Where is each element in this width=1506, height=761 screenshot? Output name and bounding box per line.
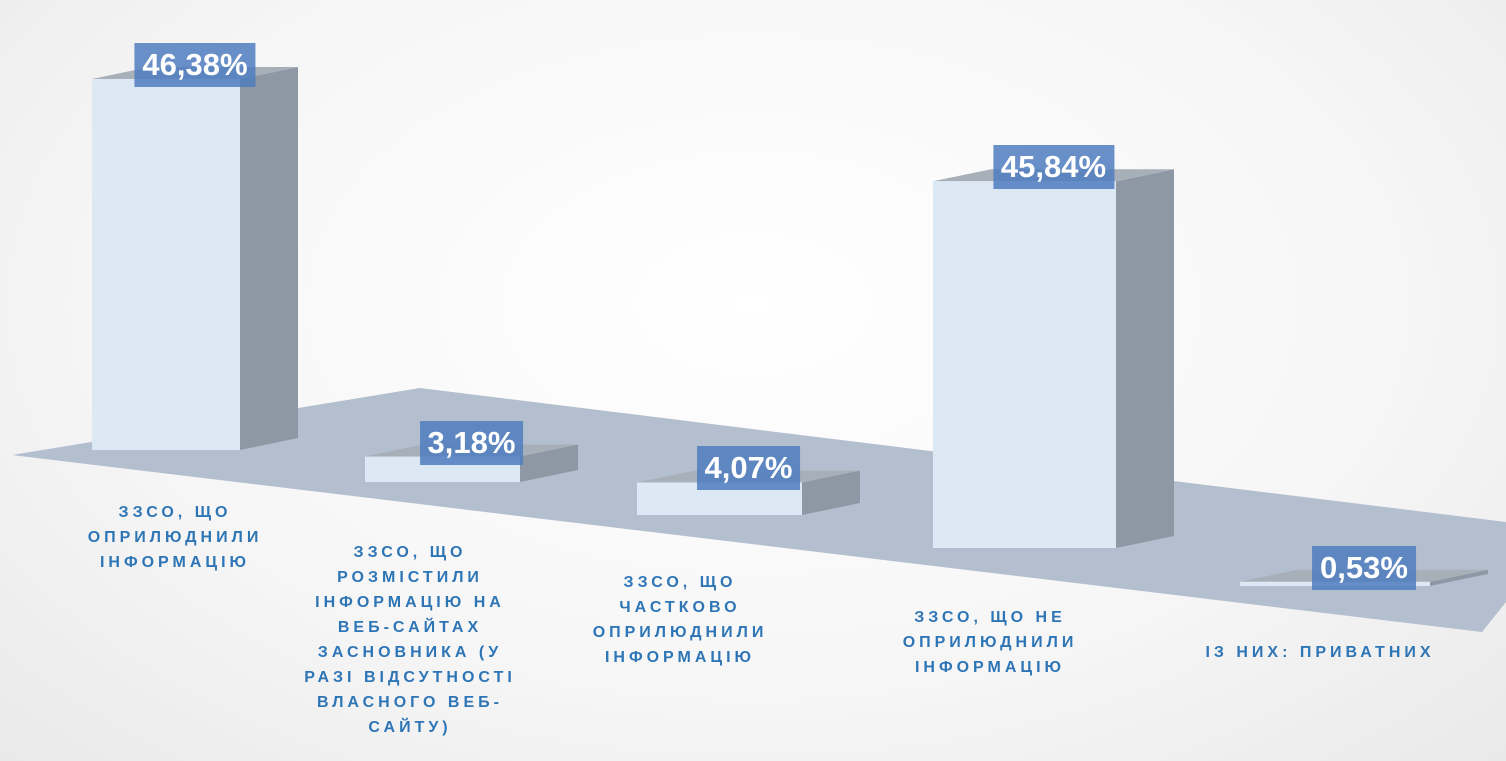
value-label: 3,18% (419, 420, 524, 465)
bar (92, 78, 240, 451)
bar-side (1116, 169, 1174, 548)
category-label: ЗЗСО, ЩО НЕ ОПРИЛЮДНИЛИ ІНФОРМАЦІЮ (902, 609, 1078, 676)
category-label: ЗЗСО, ЩО ОПРИЛЮДНИЛИ ІНФОРМАЦІЮ (87, 504, 263, 571)
bar-side (240, 66, 298, 451)
value-label: 0,53% (1312, 545, 1416, 590)
bar (933, 181, 1116, 548)
value-label: 45,84% (992, 145, 1115, 190)
bar-side (802, 470, 860, 515)
category-label: ІЗ НИХ: ПРИВАТНИХ (1205, 644, 1435, 661)
category-label: ЗЗСО, ЩО ЧАСТКОВО ОПРИЛЮДНИЛИ ІНФОРМАЦІЮ (592, 574, 768, 666)
bar-side (1430, 569, 1488, 586)
value-label: 4,07% (696, 446, 801, 491)
bar-side (520, 444, 578, 482)
category-label: ЗЗСО, ЩО РОЗМІСТИЛИ ІНФОРМАЦІЮ НА ВЕБ-СА… (304, 544, 516, 736)
value-label: 46,38% (134, 42, 256, 87)
